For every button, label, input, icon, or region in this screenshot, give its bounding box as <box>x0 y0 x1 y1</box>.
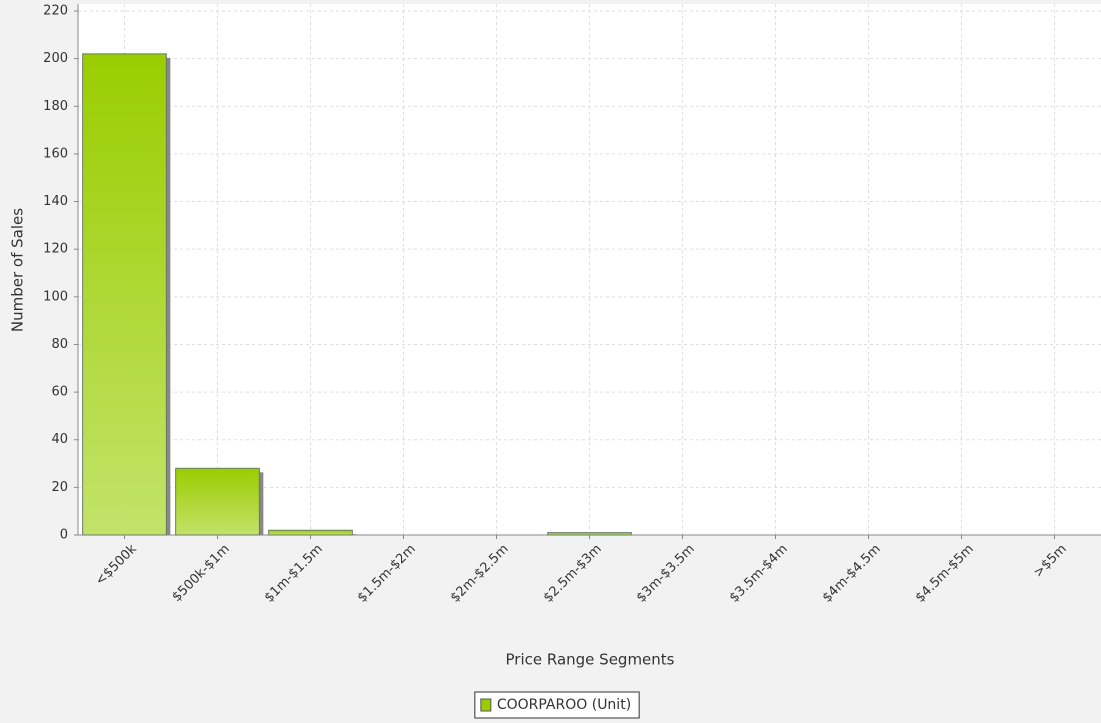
x-tick-label: $500k-$1m <box>170 542 233 605</box>
x-tick-label: $1m-$1.5m <box>262 542 326 606</box>
y-tick-label: 120 <box>43 242 68 257</box>
y-tick-label: 80 <box>51 337 68 352</box>
y-tick-label: 0 <box>60 528 68 543</box>
legend-label: COORPAROO (Unit) <box>497 697 631 713</box>
bar <box>82 53 167 536</box>
x-tick-label: $2.5m-$3m <box>541 542 605 606</box>
x-tick-label: >$5m <box>1031 542 1070 581</box>
y-tick-label: 180 <box>43 99 68 114</box>
y-tick-label: 220 <box>43 4 68 19</box>
x-tick-label: $3m-$3.5m <box>634 542 698 606</box>
legend-box <box>474 691 640 719</box>
y-axis-label: Number of Sales <box>9 208 27 332</box>
y-tick-label: 100 <box>43 289 68 304</box>
y-tick-label: 140 <box>43 194 68 209</box>
x-tick-label: $4.5m-$5m <box>913 542 977 606</box>
x-tick-label: $1.5m-$2m <box>355 542 419 606</box>
y-tick-label: 160 <box>43 146 68 161</box>
legend-swatch <box>480 698 492 712</box>
x-tick-label: $2m-$2.5m <box>448 542 512 606</box>
x-axis-label: Price Range Segments <box>506 651 675 669</box>
x-tick-label: $3.5m-$4m <box>727 542 791 606</box>
y-tick-label: 60 <box>51 385 68 400</box>
x-tick-label: <$500k <box>93 541 140 588</box>
bar <box>547 532 632 536</box>
y-tick-label: 200 <box>43 51 68 66</box>
bar <box>268 529 353 536</box>
y-tick-label: 20 <box>51 480 68 495</box>
y-tick-label: 40 <box>51 432 68 447</box>
x-tick-label: $4m-$4.5m <box>820 542 884 606</box>
bar <box>175 467 260 536</box>
